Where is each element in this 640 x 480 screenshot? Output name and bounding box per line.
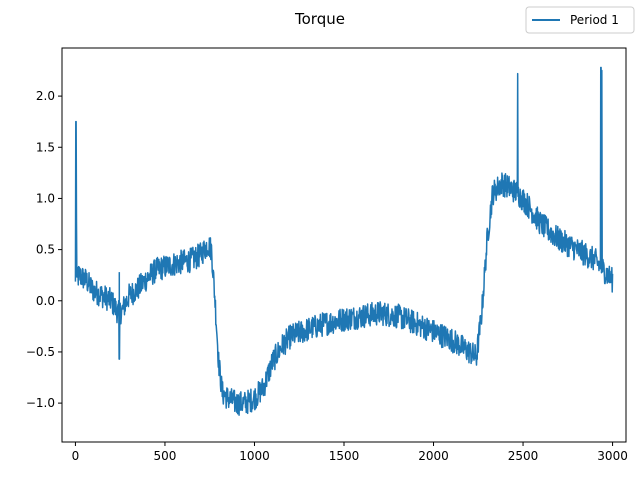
x-axis: 0 500 1000 1500 2000 2500 3000 <box>72 442 628 463</box>
plot-frame <box>61 47 627 443</box>
x-tick-label: 2000 <box>418 449 449 463</box>
y-tick-label: 0.5 <box>36 243 55 257</box>
x-tick-label: 1500 <box>329 449 360 463</box>
x-tick-label: 3000 <box>597 449 628 463</box>
legend-label-period-1: Period 1 <box>570 13 619 27</box>
y-tick-label: 0.0 <box>36 294 55 308</box>
x-tick-label: 0 <box>72 449 80 463</box>
legend-box <box>525 6 635 34</box>
series-layer <box>74 66 614 416</box>
y-tick-label: 1.5 <box>36 140 55 154</box>
y-axis: −1.0 −0.5 0.0 0.5 1.0 1.5 2.0 <box>26 89 62 410</box>
x-tick-label: 500 <box>153 449 176 463</box>
chart-title: Torque <box>294 10 345 28</box>
series-line-period-1 <box>74 66 614 416</box>
y-tick-label: 2.0 <box>36 89 55 103</box>
x-tick-label: 1000 <box>239 449 270 463</box>
y-tick-label: −0.5 <box>26 345 55 359</box>
y-tick-label: 1.0 <box>36 191 55 205</box>
y-tick-label: −1.0 <box>26 396 55 410</box>
x-tick-label: 2500 <box>508 449 539 463</box>
legend: Period 1 <box>525 6 635 34</box>
